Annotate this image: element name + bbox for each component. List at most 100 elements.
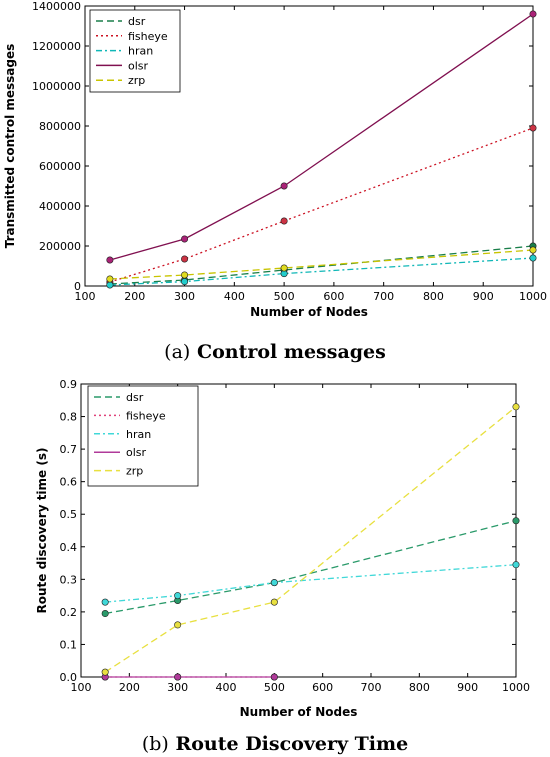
legend-label-olsr: olsr [128,59,149,72]
data-point-zrp [529,246,537,254]
series-line-olsr [109,13,534,261]
caption-letter: b [149,733,161,755]
data-point-zrp [181,271,189,279]
caption-text: Route Discovery Time [169,733,408,755]
x-tick-label: 900 [473,290,494,303]
data-point-hran [101,598,109,606]
x-tick-label: 300 [174,290,195,303]
data-point-hran [174,592,182,600]
x-tick-label: 800 [423,290,444,303]
y-tick-label: 1200000 [32,40,81,53]
y-tick-label: 0.4 [60,541,78,554]
plot-frame [80,383,517,678]
data-point-dsr [512,517,520,525]
x-tick-label: 200 [119,681,140,694]
data-point-hran [181,278,189,286]
series-line-dsr [105,520,517,615]
x-tick-label: 1000 [519,290,547,303]
series-line-zrp [104,406,517,673]
x-axis-label: Number of Nodes [250,305,368,319]
x-tick-label: 500 [274,290,295,303]
data-point-olsr [270,673,278,681]
legend-label-fisheye: fisheye [126,409,166,422]
y-tick-label: 0.6 [60,476,78,489]
legend-label-zrp: zrp [128,74,145,87]
legend-label-dsr: dsr [126,391,144,404]
y-tick-label: 0.1 [60,638,78,651]
x-tick-label: 900 [457,681,478,694]
series-line-zrp [109,249,534,280]
data-point-zrp [174,621,182,629]
data-point-olsr [280,182,288,190]
chart-route-discovery-time: 100 200 300 400 500 600 700 800 900 1000 0.0 0.1 0.2… [35,378,530,755]
y-tick-label: 400000 [39,200,81,213]
y-tick-label: 1000000 [32,80,81,93]
data-point-hran [106,281,114,289]
data-point-olsr [174,673,182,681]
x-tick-label: 600 [312,681,333,694]
x-tick-label: 700 [373,290,394,303]
y-tick-label: 0 [74,280,81,293]
caption-paren-open: ( [164,341,171,363]
data-point-fisheye [280,217,288,225]
y-tick-label: 600000 [39,160,81,173]
x-tick-label: 1000 [502,681,530,694]
legend-label-dsr: dsr [128,15,146,28]
series-line-hran [109,257,534,286]
data-point-fisheye [529,124,537,132]
plot-frame [84,5,534,287]
legend-label-hran: hran [126,428,151,441]
x-axis-label: Number of Nodes [240,705,358,719]
data-point-olsr [106,256,114,264]
series-line-fisheye [109,127,534,283]
legend-box [87,385,199,487]
x-tick-label: 800 [409,681,430,694]
caption-letter: a [172,341,183,363]
legend-label-zrp: zrp [126,465,143,478]
x-tick-label: 400 [224,290,245,303]
data-point-zrp [106,275,114,283]
x-tick-label: 400 [216,681,237,694]
y-tick-label: 0.3 [60,573,78,586]
data-point-fisheye [181,255,189,263]
y-axis-label: Transmitted control messages [3,44,17,249]
data-point-olsr [529,10,537,18]
y-tick-label: 0.7 [60,443,78,456]
data-point-hran [270,579,278,587]
data-point-dsr [101,610,109,618]
x-tick-label: 200 [124,290,145,303]
y-tick-label: 1400000 [32,0,81,13]
figure-caption: (b) Route Discovery Time [142,733,408,755]
x-tick-label: 600 [323,290,344,303]
caption-text: Control messages [190,341,385,363]
figure-caption: (a) Control messages [164,341,386,363]
series-line-hran [105,564,517,603]
data-point-hran [529,254,537,262]
caption-paren-close: ) [161,733,168,755]
data-point-zrp [512,403,520,411]
x-tick-label: 100 [71,681,92,694]
data-point-hran [512,561,520,569]
caption-paren-close: ) [183,341,190,363]
y-tick-label: 0.0 [60,671,78,684]
data-point-zrp [101,668,109,676]
x-tick-label: 500 [264,681,285,694]
legend-label-fisheye: fisheye [128,30,168,43]
y-tick-label: 200000 [39,240,81,253]
x-tick-label: 700 [361,681,382,694]
data-point-zrp [280,264,288,272]
y-tick-label: 800000 [39,120,81,133]
y-axis-label: Route discovery time (s) [35,448,49,614]
y-tick-label: 0.9 [60,378,78,391]
caption-paren-open: ( [142,733,149,755]
x-tick-label: 300 [167,681,188,694]
chart-control-messages: 100 200 300 400 500 600 700 800 900 1000 0 200000 40… [3,0,547,363]
data-point-zrp [270,598,278,606]
y-tick-label: 0.5 [60,508,78,521]
legend-label-olsr: olsr [126,446,147,459]
data-point-olsr [181,235,189,243]
y-tick-label: 0.8 [60,411,78,424]
legend-label-hran: hran [128,45,153,58]
y-tick-label: 0.2 [60,606,78,619]
